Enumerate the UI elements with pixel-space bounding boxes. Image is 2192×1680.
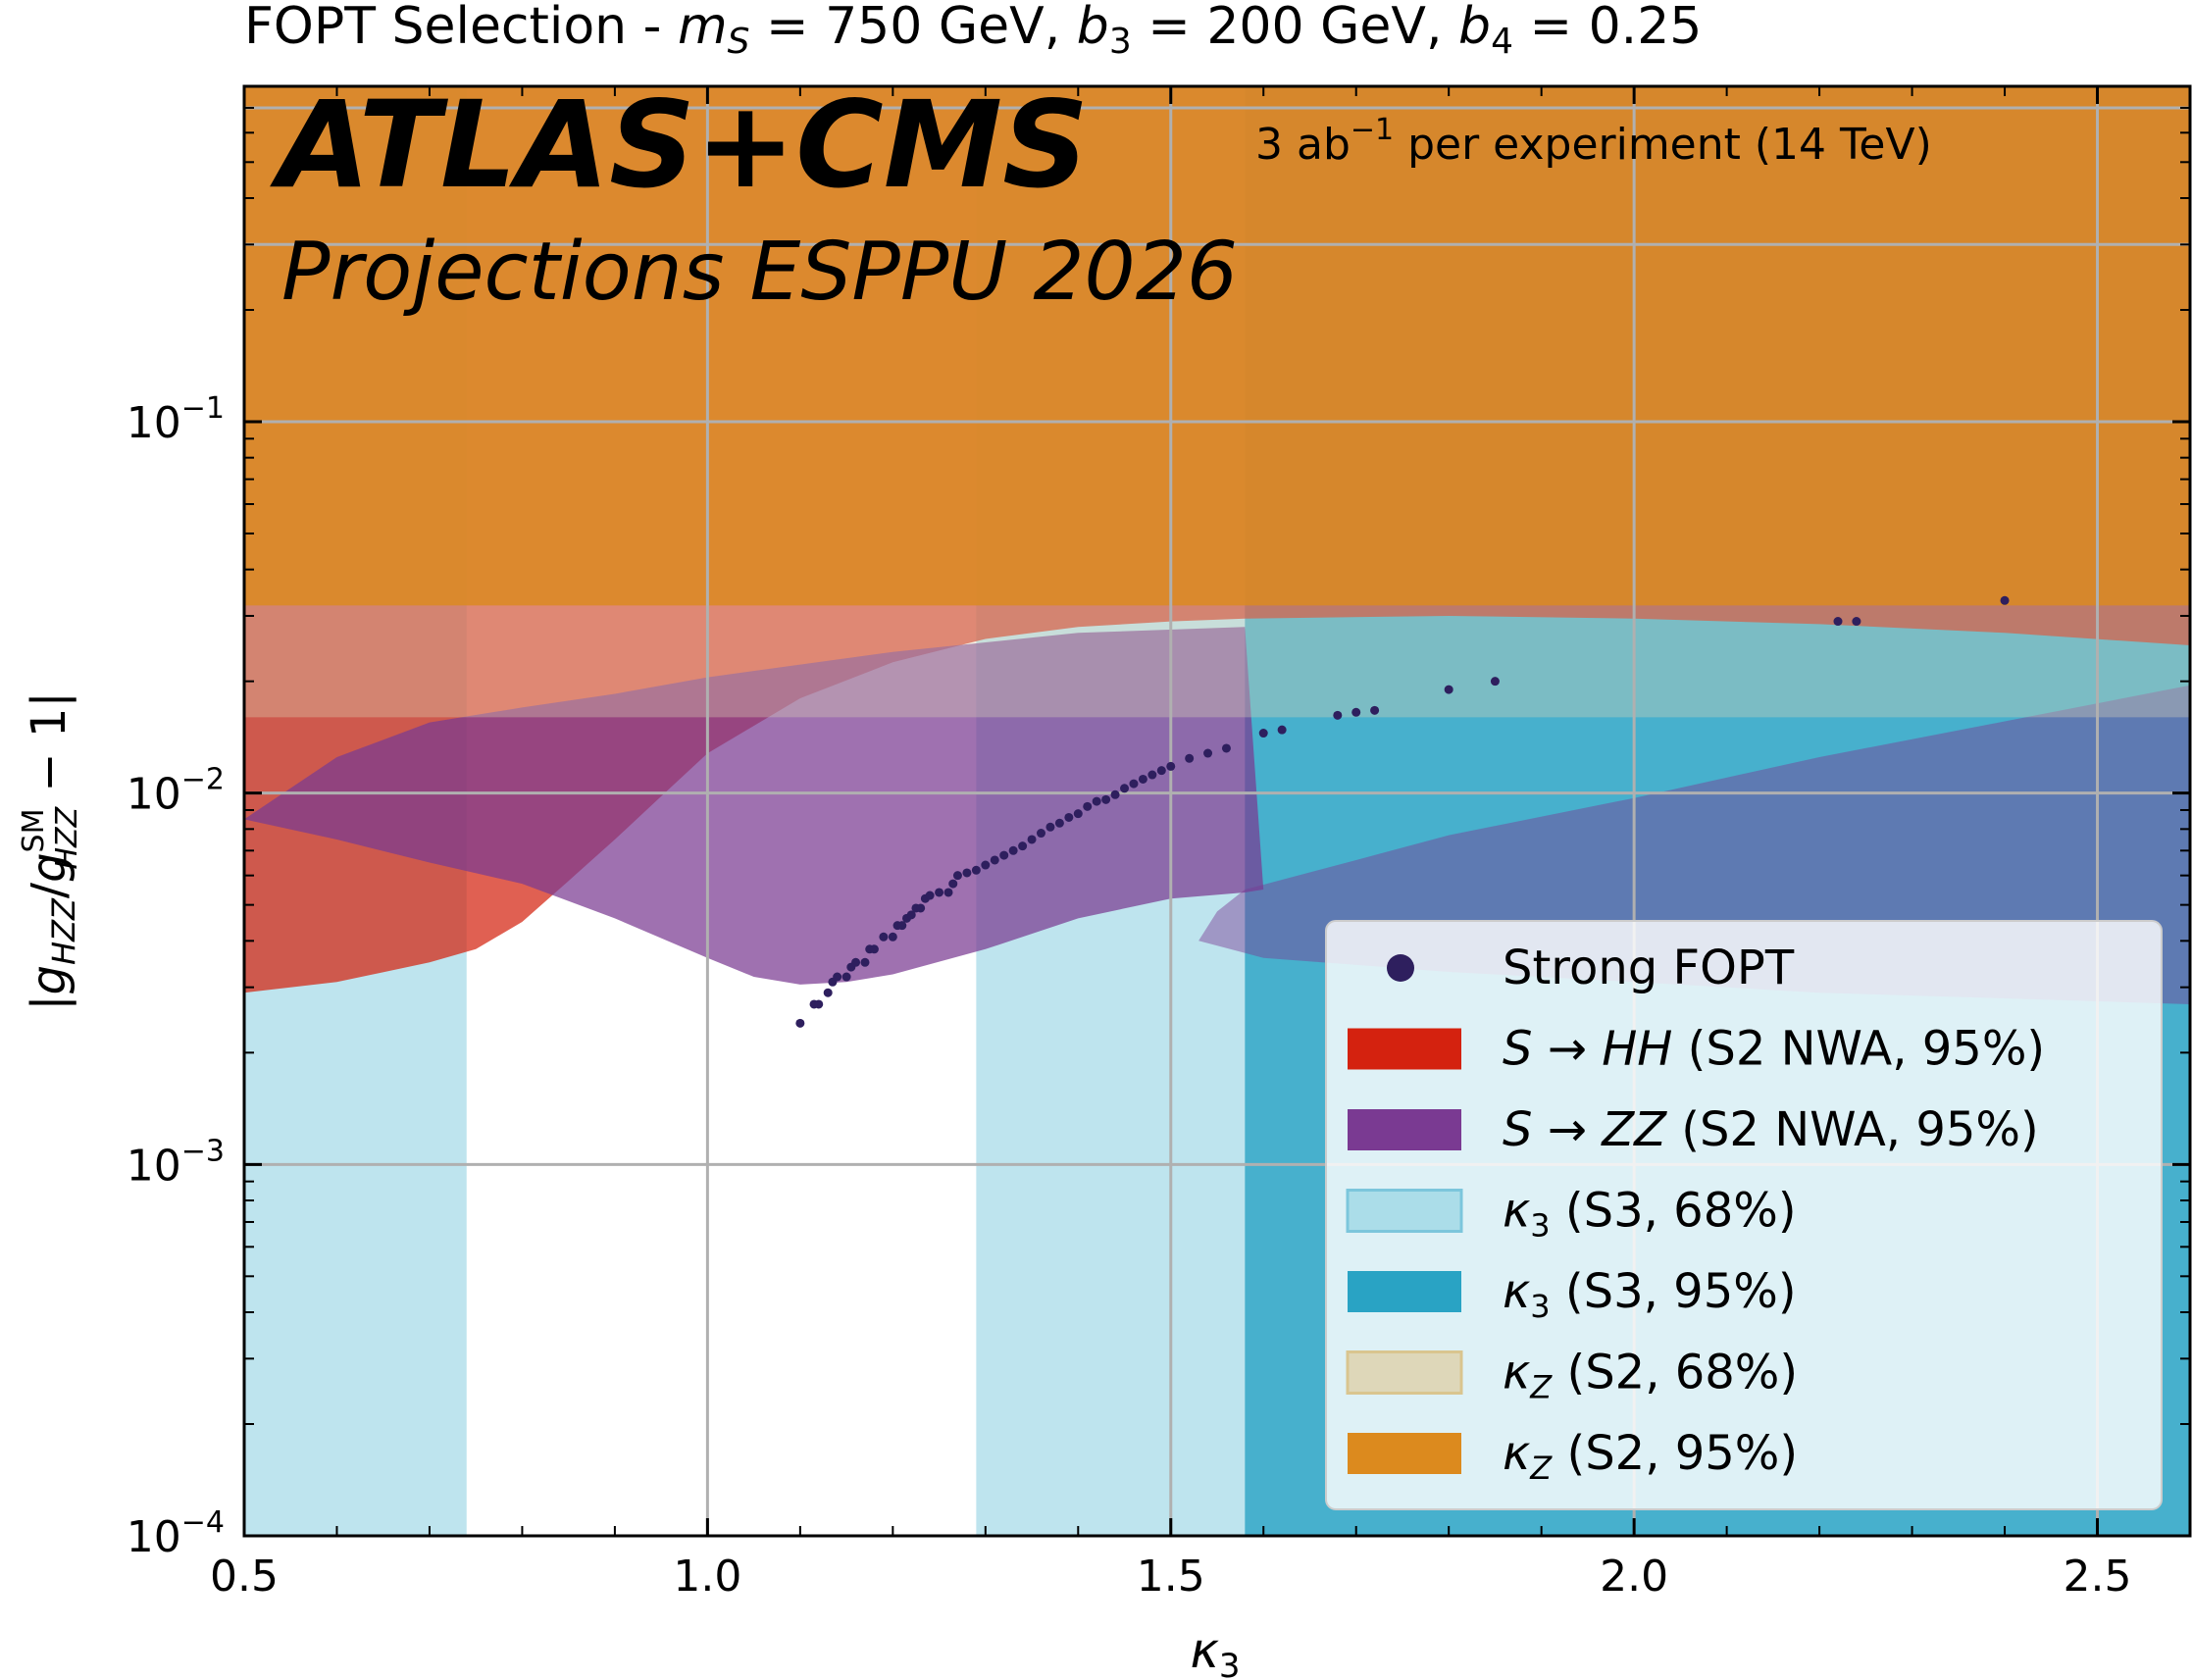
- x-axis-label: κ3: [1190, 1622, 1240, 1680]
- fopt-point-40: [1092, 796, 1101, 806]
- fopt-point-33: [1027, 835, 1037, 844]
- fopt-point-45: [1138, 774, 1147, 784]
- fopt-point-3: [823, 988, 833, 997]
- fopt-point-51: [1221, 743, 1231, 753]
- fopt-point-42: [1110, 789, 1120, 799]
- s-to-zz-region: [244, 627, 1264, 985]
- fopt-point-57: [1444, 685, 1453, 694]
- y-tick-label-0: 10−4: [127, 1505, 225, 1562]
- fopt-point-48: [1166, 761, 1176, 771]
- fopt-point-43: [1120, 784, 1130, 793]
- fopt-point-25: [952, 871, 962, 881]
- legend-label-kz_95: κZ (S2, 95%): [1503, 1426, 1798, 1487]
- legend-swatch-kz_95: [1348, 1433, 1461, 1474]
- legend-swatch-kz_68: [1346, 1350, 1463, 1395]
- experiment-label: ATLAS+CMS: [270, 76, 1089, 215]
- fopt-point-58: [1490, 677, 1500, 687]
- fopt-point-61: [2000, 595, 2010, 605]
- fopt-point-59: [1833, 617, 1843, 627]
- fopt-point-41: [1101, 794, 1111, 804]
- fopt-point-35: [1045, 822, 1055, 832]
- fopt-point-56: [1370, 705, 1380, 715]
- fopt-point-28: [981, 860, 991, 870]
- fopt-point-44: [1129, 779, 1139, 789]
- fopt-point-46: [1147, 770, 1157, 780]
- projection-label: Projections ESPPU 2026: [281, 226, 1238, 319]
- y-tick-label-2: 10−2: [127, 763, 225, 820]
- fopt-point-55: [1351, 707, 1361, 717]
- fopt-point-29: [990, 855, 999, 865]
- fopt-point-15: [897, 921, 907, 931]
- fopt-point-34: [1036, 829, 1045, 839]
- legend-label-k3_95: κ3 (S3, 95%): [1503, 1264, 1797, 1325]
- fopt-point-52: [1258, 729, 1268, 738]
- legend-swatch-k3_68: [1346, 1189, 1463, 1233]
- fopt-point-6: [841, 972, 851, 982]
- fopt-point-8: [851, 957, 861, 967]
- x-tick-label-0: 0.5: [210, 1552, 279, 1602]
- fopt-point-13: [888, 932, 897, 942]
- x-tick-label-1: 1.0: [673, 1552, 741, 1602]
- fopt-point-24: [948, 879, 958, 889]
- fopt-point-2: [814, 999, 824, 1009]
- legend-label-k3_68: κ3 (S3, 68%): [1503, 1184, 1797, 1245]
- fopt-point-37: [1064, 812, 1074, 822]
- fopt-point-30: [999, 850, 1009, 860]
- legend-label-kz_68: κZ (S2, 68%): [1503, 1346, 1798, 1406]
- x-tick-label-3: 2.0: [1600, 1552, 1668, 1602]
- fopt-point-26: [962, 868, 972, 878]
- fopt-point-21: [925, 891, 935, 900]
- fopt-point-49: [1185, 753, 1195, 763]
- legend-swatch-hh: [1348, 1028, 1461, 1070]
- legend: Strong FOPT S → HH (S2 NWA, 95%) S → ZZ (S…: [1325, 920, 2163, 1510]
- fopt-point-53: [1277, 725, 1287, 735]
- y-tick-label-3: 10−1: [127, 391, 225, 448]
- fopt-point-9: [860, 957, 870, 967]
- fopt-point-12: [879, 932, 889, 942]
- y-axis-label: |gHZZ/gSMHZZ − 1|: [17, 691, 84, 1010]
- fopt-point-31: [1008, 845, 1018, 855]
- fopt-point-17: [906, 910, 916, 920]
- fopt-point-11: [869, 944, 879, 954]
- fopt-point-0: [795, 1018, 805, 1028]
- legend-swatch-fopt: [1387, 954, 1414, 982]
- fopt-point-39: [1083, 801, 1093, 811]
- fopt-point-23: [943, 888, 953, 897]
- legend-label-fopt: Strong FOPT: [1503, 941, 1795, 995]
- fopt-point-50: [1203, 748, 1213, 758]
- svg-text:|gHZZ/gSMHZZ − 1|: |gHZZ/gSMHZZ − 1|: [17, 691, 84, 1010]
- plot-frame: [242, 84, 2192, 1538]
- fopt-point-19: [916, 903, 926, 913]
- fopt-point-47: [1156, 766, 1166, 776]
- fopt-point-32: [1018, 841, 1028, 851]
- legend-swatch-k3_95: [1348, 1271, 1461, 1312]
- chart-title: FOPT Selection - mS = 750 GeV, b3 = 200 …: [244, 0, 1702, 62]
- fopt-point-27: [971, 865, 981, 875]
- fopt-point-36: [1054, 818, 1064, 828]
- x-tick-label-4: 2.5: [2064, 1552, 2132, 1602]
- fopt-point-5: [833, 972, 842, 982]
- fopt-point-38: [1073, 809, 1083, 819]
- x-tick-label-2: 1.5: [1137, 1552, 1205, 1602]
- kappaZ-95-band: [244, 86, 2190, 606]
- fopt-point-54: [1333, 710, 1343, 720]
- legend-swatch-zz: [1348, 1109, 1461, 1150]
- lumi-label: 3 ab−1 per experiment (14 TeV): [1255, 113, 1932, 170]
- legend-box: [1325, 920, 2163, 1510]
- legend-label-hh: S → HH (S2 NWA, 95%): [1503, 1022, 2045, 1077]
- legend-label-zz: S → ZZ (S2 NWA, 95%): [1503, 1102, 2039, 1157]
- fopt-point-60: [1852, 617, 1861, 627]
- y-tick-label-1: 10−3: [127, 1134, 225, 1191]
- fopt-point-22: [935, 888, 944, 897]
